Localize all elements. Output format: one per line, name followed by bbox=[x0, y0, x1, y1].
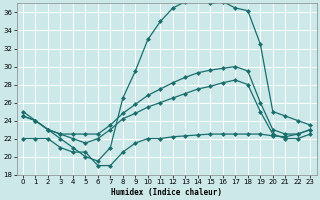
X-axis label: Humidex (Indice chaleur): Humidex (Indice chaleur) bbox=[111, 188, 222, 197]
